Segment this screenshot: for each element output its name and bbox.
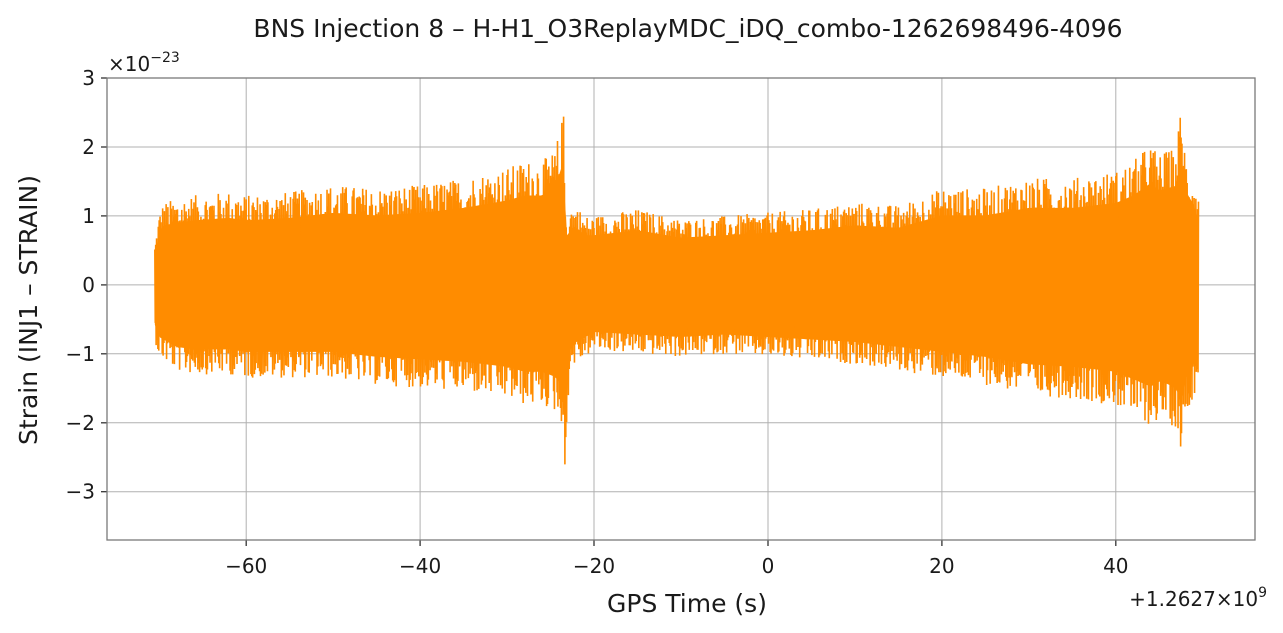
- y-tick-label: 1: [82, 204, 95, 228]
- x-tick-label: 0: [762, 554, 775, 578]
- y-tick-label: −2: [66, 411, 95, 435]
- x-tick-label: 20: [929, 554, 954, 578]
- x-offset-label: +1.2627×109: [1129, 585, 1267, 611]
- y-axis-label: Strain (INJ1 – STRAIN): [14, 175, 43, 445]
- y-tick-label: 2: [82, 135, 95, 159]
- y-tick-label: −1: [66, 342, 95, 366]
- x-tick-label: −40: [399, 554, 441, 578]
- series-layer: [154, 116, 1200, 465]
- x-tick-label: −20: [573, 554, 615, 578]
- x-axis-label: GPS Time (s): [607, 589, 767, 618]
- y-tick-label: 3: [82, 66, 95, 90]
- y-tick-label: −3: [66, 480, 95, 504]
- ticks: −60 −40 −20 0 20 40 −3 −2 −1 0 1 2 3: [66, 66, 1129, 578]
- y-tick-label: 0: [82, 273, 95, 297]
- axes-frame: [106, 77, 1256, 541]
- y-scale-multiplier: ×10−23: [108, 50, 180, 76]
- x-tick-label: −60: [225, 554, 267, 578]
- strain-series-line: [154, 116, 1200, 465]
- x-tick-label: 40: [1103, 554, 1128, 578]
- chart-title: BNS Injection 8 – H-H1_O3ReplayMDC_iDQ_c…: [253, 14, 1122, 43]
